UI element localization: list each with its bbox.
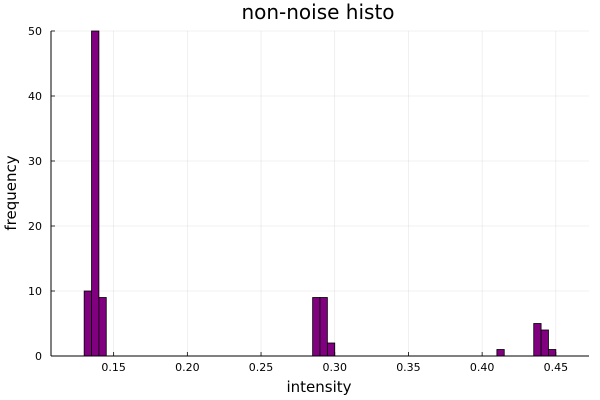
x-tick-label: 0.35 [396,361,421,374]
y-axis-title: frequency [2,155,20,230]
histogram-bar [548,349,557,357]
histogram-bar [533,323,542,357]
y-tick-label: 20 [28,220,42,233]
y-tick-label: 50 [28,25,42,38]
histogram-bar [326,342,336,357]
histogram-bar [91,30,100,357]
y-tick-labels: 0 10 20 30 40 50 [28,25,55,363]
x-tick-label: 0.25 [249,361,274,374]
histogram-bar [312,297,321,357]
bars [83,30,557,357]
axes [50,31,589,357]
y-tick-label: 10 [28,285,42,298]
histogram-bar [98,297,107,357]
histogram-bar [319,297,328,357]
y-tick-label: 40 [28,90,42,103]
chart-title: non-noise histo [241,0,394,24]
y-tick-label: 30 [28,155,42,168]
histogram-bar [496,349,505,357]
x-tick-label: 0.30 [322,361,347,374]
histogram-bar [83,290,92,357]
x-tick-labels: 0.15 0.20 0.25 0.30 0.35 0.40 0.45 [101,352,568,374]
x-axis-title: intensity [286,378,351,396]
x-tick-label: 0.45 [544,361,569,374]
x-tick-label: 0.15 [101,361,126,374]
histogram-bar [540,329,549,357]
y-tick-label: 0 [35,350,42,363]
x-tick-label: 0.20 [175,361,200,374]
x-tick-label: 0.40 [470,361,495,374]
